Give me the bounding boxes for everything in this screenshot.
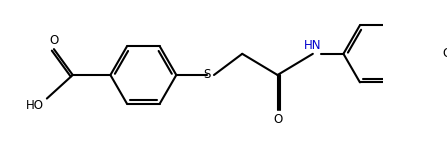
Text: HN: HN	[304, 39, 321, 52]
Text: Cl: Cl	[443, 47, 447, 60]
Text: HO: HO	[26, 99, 44, 112]
Text: S: S	[203, 69, 211, 81]
Text: O: O	[49, 34, 59, 46]
Text: O: O	[273, 113, 282, 126]
